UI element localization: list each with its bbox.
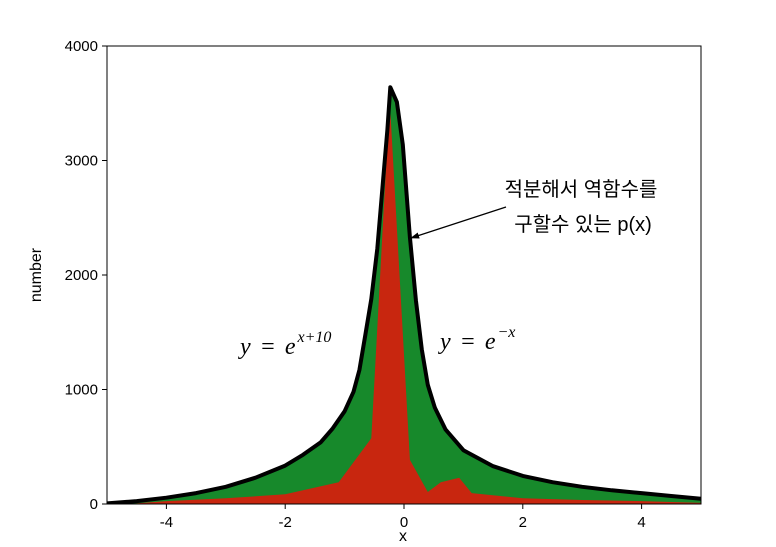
x-tick-label: 4	[637, 514, 645, 531]
y-tick-label: 2000	[65, 267, 98, 284]
x-tick-label: -2	[279, 514, 292, 531]
callout-line-1: 적분해서 역함수를	[505, 178, 658, 201]
right-formula: y = e −x	[438, 324, 515, 355]
y-tick-label: 1000	[65, 382, 98, 399]
right-formula-base: y = e	[438, 329, 496, 355]
left-formula: y = e x+10	[238, 329, 331, 360]
x-tick-label: 2	[519, 514, 527, 531]
left-formula-exponent: x+10	[297, 329, 332, 346]
x-axis-label: x	[399, 528, 407, 545]
envelope-outline	[107, 85, 701, 504]
x-axis: -4 -2 0 2 4	[160, 504, 646, 531]
envelope-area	[107, 87, 701, 504]
x-tick-label: -4	[160, 514, 173, 531]
callout-line-2: 구할수 있는 p(x)	[514, 213, 652, 236]
callout-annotation: 적분해서 역함수를 구할수 있는 p(x)	[410, 178, 658, 239]
callout-arrow	[410, 206, 507, 239]
left-formula-base: y = e	[238, 334, 296, 360]
x-tick-label: 0	[400, 514, 408, 531]
right-formula-exponent: −x	[498, 324, 516, 341]
y-axis: 0 1000 2000 3000 4000	[65, 38, 107, 513]
y-tick-label: 4000	[65, 38, 98, 55]
y-axis-label: number	[28, 247, 45, 302]
plot-area	[107, 85, 701, 504]
y-tick-label: 3000	[65, 153, 98, 170]
y-tick-label: 0	[90, 496, 98, 513]
